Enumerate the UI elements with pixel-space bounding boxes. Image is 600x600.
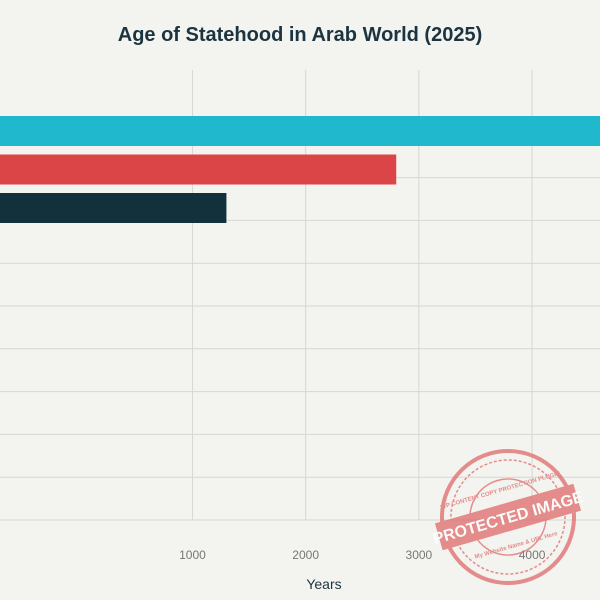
- bar: [0, 116, 600, 146]
- bar: [0, 154, 397, 185]
- bars: [0, 116, 600, 223]
- x-tick-label: 3000: [406, 548, 433, 562]
- chart-title: Age of Statehood in Arab World (2025): [117, 24, 483, 46]
- x-tick-label: 2000: [292, 548, 319, 562]
- x-tick-labels: 1000 2000 3000 4000: [179, 548, 546, 562]
- x-tick-label: 4000: [519, 548, 546, 562]
- x-tick-label: 1000: [179, 548, 206, 562]
- bar: [0, 193, 227, 223]
- x-axis-title: Years: [306, 576, 341, 592]
